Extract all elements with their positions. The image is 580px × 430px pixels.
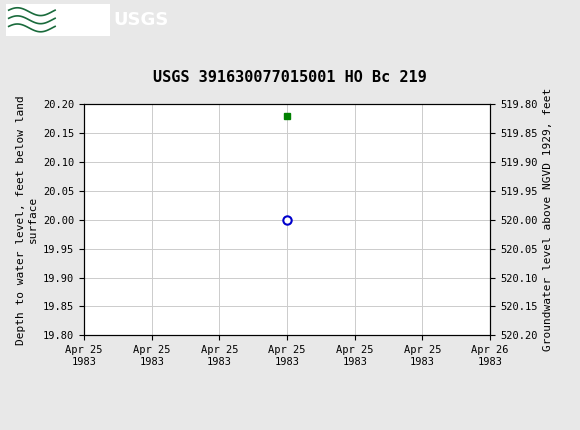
Y-axis label: Groundwater level above NGVD 1929, feet: Groundwater level above NGVD 1929, feet: [543, 88, 553, 351]
Text: USGS 391630077015001 HO Bc 219: USGS 391630077015001 HO Bc 219: [153, 70, 427, 85]
Y-axis label: Depth to water level, feet below land
surface: Depth to water level, feet below land su…: [16, 95, 38, 344]
Bar: [6, 3, 110, 36]
Legend: Period of approved data: Period of approved data: [184, 427, 390, 430]
Text: USGS: USGS: [113, 11, 168, 29]
